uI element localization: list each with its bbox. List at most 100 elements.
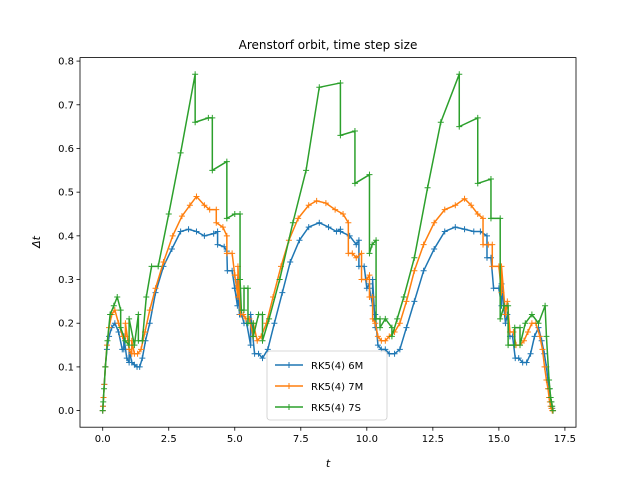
data-point	[138, 346, 145, 353]
data-point	[441, 228, 448, 235]
data-point	[358, 276, 365, 283]
data-point	[101, 385, 108, 392]
data-point	[369, 276, 376, 283]
data-point	[542, 302, 549, 309]
data-point	[480, 241, 487, 248]
data-point	[411, 298, 418, 305]
data-point	[490, 285, 497, 292]
data-point	[487, 215, 494, 222]
data-point	[185, 226, 192, 233]
data-point	[353, 241, 360, 248]
y-tick-label: 0.7	[58, 100, 74, 111]
data-point	[107, 311, 114, 318]
data-point	[169, 232, 176, 239]
data-point	[231, 272, 238, 279]
data-point	[214, 241, 221, 248]
legend-marker	[286, 362, 292, 368]
data-point	[178, 213, 185, 220]
data-point	[483, 232, 490, 239]
data-point	[271, 320, 278, 327]
data-point	[134, 350, 141, 357]
data-point	[420, 241, 427, 248]
data-point	[213, 206, 220, 213]
data-point	[547, 394, 554, 401]
data-point	[474, 180, 481, 187]
data-point	[437, 119, 444, 126]
data-point	[266, 315, 273, 322]
legend-label: RK5(4) 6M	[311, 361, 363, 372]
data-point	[289, 219, 296, 226]
data-point	[229, 250, 236, 257]
data-point	[374, 342, 381, 349]
x-axis-label: t	[326, 457, 331, 470]
data-point	[452, 224, 459, 231]
data-point	[117, 324, 124, 331]
data-point	[337, 228, 344, 235]
data-point	[461, 226, 468, 233]
data-point	[241, 307, 248, 314]
data-point	[431, 219, 438, 226]
data-point	[213, 219, 220, 226]
data-point	[345, 219, 352, 226]
data-point	[505, 342, 512, 349]
legend: RK5(4) 6M RK5(4) 7M RK5(4) 7S	[266, 350, 388, 421]
data-point	[135, 311, 142, 318]
plot-frame	[79, 57, 577, 428]
data-point	[517, 342, 524, 349]
data-point	[522, 320, 529, 327]
data-point	[461, 195, 468, 202]
data-point	[403, 324, 410, 331]
data-point	[152, 285, 159, 292]
data-point	[111, 307, 118, 314]
data-point	[441, 206, 448, 213]
data-point	[279, 289, 286, 296]
data-point	[456, 123, 463, 130]
x-tick-label: 17.5	[554, 434, 576, 445]
data-point	[340, 211, 347, 218]
data-point	[520, 337, 527, 344]
data-point	[528, 311, 535, 318]
data-point	[351, 180, 358, 187]
data-point	[374, 333, 381, 340]
data-point	[366, 250, 373, 257]
data-point	[546, 377, 553, 384]
data-point	[470, 228, 477, 235]
data-point	[209, 167, 216, 174]
data-point	[382, 315, 389, 322]
data-point	[259, 337, 266, 344]
legend-marker	[286, 404, 292, 410]
data-point	[313, 197, 320, 204]
data-point	[295, 215, 302, 222]
data-point	[504, 298, 511, 305]
data-point	[237, 276, 244, 283]
data-point	[255, 350, 262, 357]
data-point	[480, 215, 487, 222]
data-point	[276, 276, 283, 283]
data-point	[177, 228, 184, 235]
y-axis: 0.0 0.1 0.2 0.3 0.4 0.5 0.6 0.7 0.8	[58, 57, 80, 417]
data-point	[549, 403, 556, 410]
data-point	[237, 211, 244, 218]
legend-item: RK5(4) 6M	[275, 361, 363, 372]
data-point	[210, 230, 217, 237]
data-point	[201, 202, 208, 209]
y-tick-label: 0.5	[58, 188, 74, 199]
y-tick-label: 0.8	[58, 57, 74, 68]
data-point	[106, 333, 113, 340]
data-point	[104, 337, 111, 344]
data-point	[452, 202, 459, 209]
data-point	[363, 276, 370, 283]
data-point	[355, 237, 362, 244]
data-point	[209, 114, 216, 121]
data-point	[366, 171, 373, 178]
data-point	[234, 294, 241, 301]
legend-item: RK5(4) 7M	[275, 382, 363, 393]
data-point	[396, 320, 403, 327]
data-point	[474, 114, 481, 121]
legend-label: RK5(4) 7M	[311, 382, 363, 393]
data-point	[487, 176, 494, 183]
data-point	[316, 219, 323, 226]
data-point	[231, 211, 238, 218]
data-point	[535, 320, 542, 327]
data-point	[548, 398, 555, 405]
